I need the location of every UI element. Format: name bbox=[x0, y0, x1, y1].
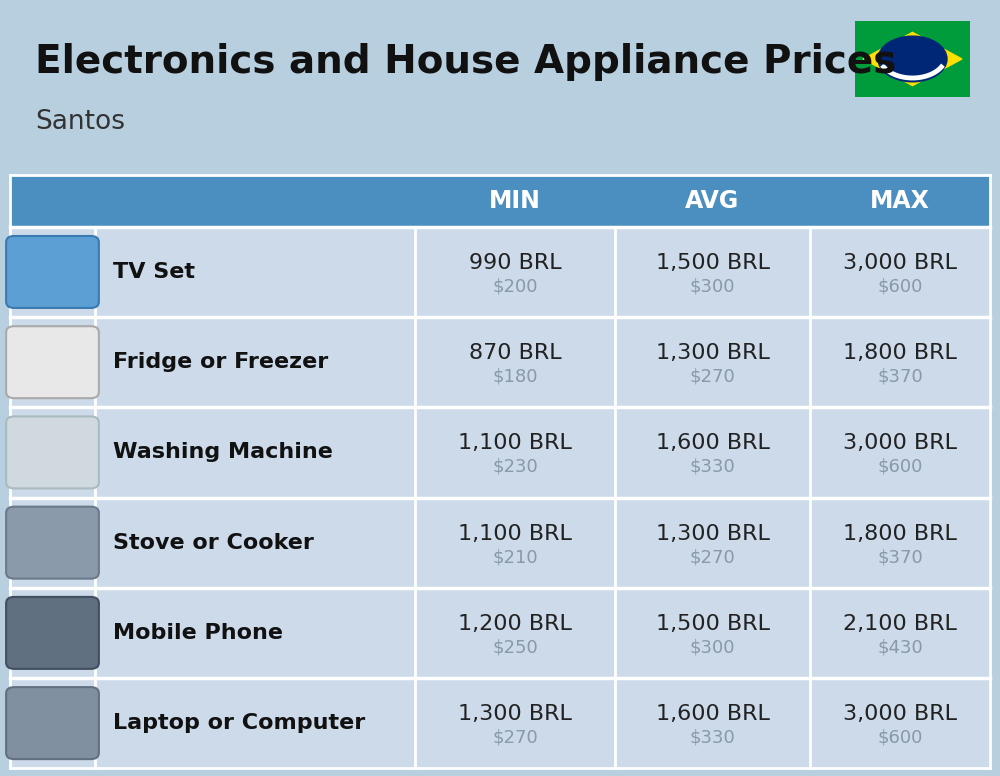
Text: Electronics and House Appliance Prices: Electronics and House Appliance Prices bbox=[35, 43, 896, 81]
Text: 1,100 BRL: 1,100 BRL bbox=[458, 524, 572, 544]
Text: $370: $370 bbox=[877, 548, 923, 566]
Text: 1,600 BRL: 1,600 BRL bbox=[656, 704, 769, 724]
Text: 3,000 BRL: 3,000 BRL bbox=[843, 704, 957, 724]
Text: 1,600 BRL: 1,600 BRL bbox=[656, 434, 769, 453]
Text: $430: $430 bbox=[877, 639, 923, 656]
Text: $230: $230 bbox=[492, 458, 538, 476]
Text: Mobile Phone: Mobile Phone bbox=[113, 623, 283, 643]
Text: $250: $250 bbox=[492, 639, 538, 656]
Text: TV Set: TV Set bbox=[113, 262, 195, 282]
Text: MIN: MIN bbox=[489, 189, 541, 213]
Text: $600: $600 bbox=[877, 277, 923, 296]
Text: Stove or Cooker: Stove or Cooker bbox=[113, 532, 314, 553]
Text: Fridge or Freezer: Fridge or Freezer bbox=[113, 352, 328, 372]
Text: 3,000 BRL: 3,000 BRL bbox=[843, 434, 957, 453]
Text: $200: $200 bbox=[492, 277, 538, 296]
Text: 1,500 BRL: 1,500 BRL bbox=[656, 253, 770, 273]
Text: $330: $330 bbox=[690, 458, 735, 476]
Circle shape bbox=[878, 36, 947, 81]
Text: $300: $300 bbox=[690, 639, 735, 656]
Text: 1,500 BRL: 1,500 BRL bbox=[656, 614, 770, 634]
Text: 1,300 BRL: 1,300 BRL bbox=[458, 704, 572, 724]
Text: $600: $600 bbox=[877, 458, 923, 476]
Text: $270: $270 bbox=[690, 368, 735, 386]
Text: 1,800 BRL: 1,800 BRL bbox=[843, 343, 957, 363]
Text: MAX: MAX bbox=[870, 189, 930, 213]
Text: $600: $600 bbox=[877, 729, 923, 747]
Text: $180: $180 bbox=[492, 368, 538, 386]
Text: Santos: Santos bbox=[35, 109, 125, 135]
Text: $300: $300 bbox=[690, 277, 735, 296]
Text: $330: $330 bbox=[690, 729, 735, 747]
Text: 1,800 BRL: 1,800 BRL bbox=[843, 524, 957, 544]
Text: Washing Machine: Washing Machine bbox=[113, 442, 333, 462]
Text: Laptop or Computer: Laptop or Computer bbox=[113, 713, 365, 733]
Text: $370: $370 bbox=[877, 368, 923, 386]
Text: 1,300 BRL: 1,300 BRL bbox=[656, 343, 769, 363]
Text: 990 BRL: 990 BRL bbox=[469, 253, 561, 273]
Text: 1,200 BRL: 1,200 BRL bbox=[458, 614, 572, 634]
Text: AVG: AVG bbox=[685, 189, 740, 213]
Polygon shape bbox=[863, 33, 962, 85]
Text: $270: $270 bbox=[492, 729, 538, 747]
Text: 1,100 BRL: 1,100 BRL bbox=[458, 434, 572, 453]
Text: 1,300 BRL: 1,300 BRL bbox=[656, 524, 769, 544]
Text: 3,000 BRL: 3,000 BRL bbox=[843, 253, 957, 273]
Text: 870 BRL: 870 BRL bbox=[469, 343, 561, 363]
Text: 2,100 BRL: 2,100 BRL bbox=[843, 614, 957, 634]
Text: $270: $270 bbox=[690, 548, 735, 566]
Text: $210: $210 bbox=[492, 548, 538, 566]
